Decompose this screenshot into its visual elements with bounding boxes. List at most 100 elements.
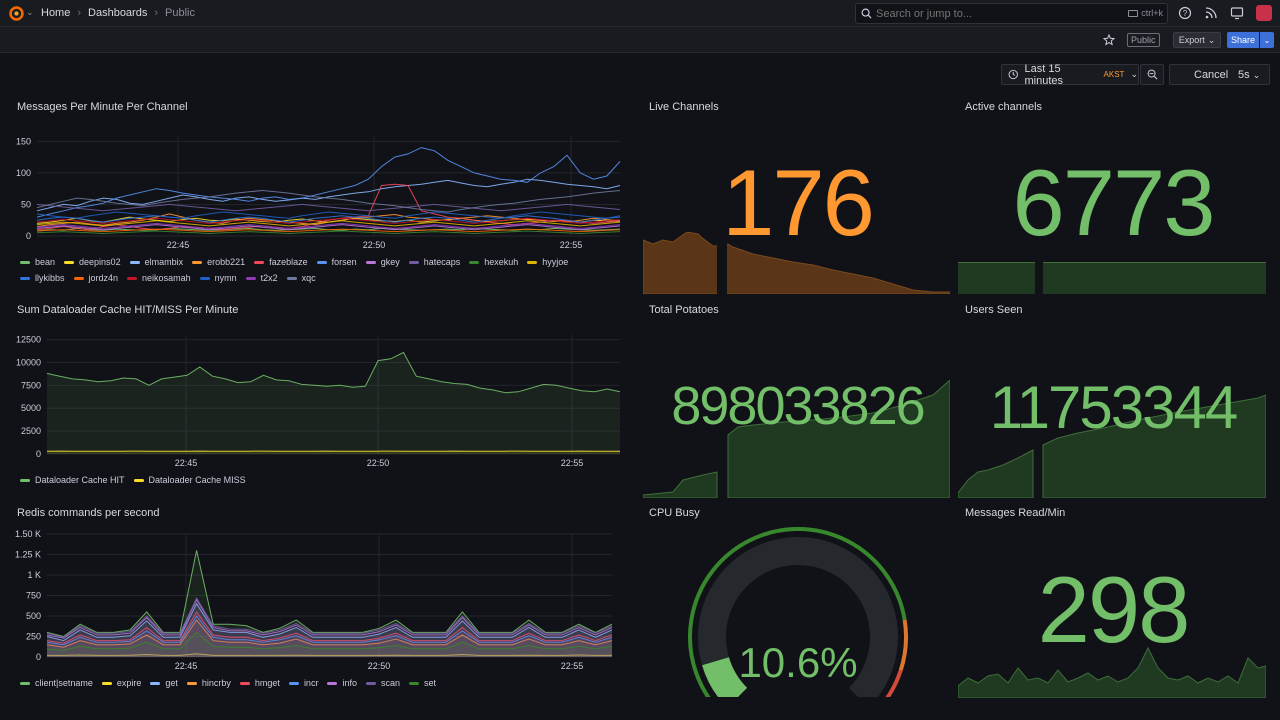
mega-menu-chevron-icon[interactable]: ⌄ — [26, 7, 34, 17]
series-area-info — [47, 599, 612, 657]
series-line-client|setname[interactable] — [46, 550, 613, 638]
legend-item-neikosamah[interactable]: neikosamah — [127, 273, 191, 283]
share-dropdown-chevron-icon[interactable]: ⌄ — [1260, 32, 1274, 48]
legend-item-forsen[interactable]: forsen — [316, 257, 357, 267]
legend-item-scan[interactable]: scan — [365, 678, 400, 688]
x-tick-label: 22:45 — [175, 458, 198, 468]
legend-label: gkey — [380, 257, 400, 267]
breadcrumb-home[interactable]: Home — [41, 7, 71, 19]
refresh-interval-select[interactable]: 5s ⌄ — [1238, 69, 1260, 81]
legend-item-nymn[interactable]: nymn — [199, 273, 237, 283]
search-bar[interactable]: ctrl+k — [855, 3, 1168, 24]
export-button[interactable]: Export ⌄ — [1173, 32, 1221, 48]
grafana-logo-icon[interactable] — [8, 5, 25, 22]
legend-item-info[interactable]: info — [327, 678, 357, 688]
y-tick-label: 10000 — [16, 357, 41, 367]
legend-item-get[interactable]: get — [150, 678, 178, 688]
series-line-set[interactable] — [46, 631, 613, 651]
panel-title-cache: Sum Dataloader Cache HIT/MISS Per Minute — [17, 304, 239, 316]
legend-item-llykibbs[interactable]: llykibbs — [20, 273, 65, 283]
cache-hit-miss-chart[interactable]: 0 2500 5000 7500 10000 12500 22:45 22:50 22:55 — [0, 327, 640, 475]
legend-label: jordz4n — [88, 273, 119, 283]
legend-item-incr[interactable]: incr — [288, 678, 318, 688]
panel-title-messages-read: Messages Read/Min — [965, 507, 1066, 519]
legend-item-t2x2[interactable]: t2x2 — [245, 273, 278, 283]
series-line-info[interactable] — [46, 598, 613, 639]
time-range-picker[interactable]: Last 15 minutes AKST ⌄ — [1001, 63, 1139, 87]
series-line-Dataloader Cache HIT[interactable] — [46, 351, 621, 394]
legend-item-deepins02[interactable]: deepins02 — [64, 257, 121, 267]
series-line-xqc[interactable] — [36, 189, 621, 213]
cache-legend: Dataloader Cache HIT Dataloader Cache MIS… — [20, 475, 620, 485]
share-button[interactable]: Share — [1227, 32, 1259, 48]
legend-item-jordz4n[interactable]: jordz4n — [73, 273, 119, 283]
series-line-scan[interactable] — [46, 596, 613, 638]
legend-label: llykibbs — [35, 273, 65, 283]
cancel-button[interactable]: Cancel — [1194, 69, 1229, 81]
series-line-expire[interactable] — [47, 653, 612, 656]
series-line-hexekuh[interactable] — [36, 230, 621, 235]
legend-item-hmget[interactable]: hmget — [239, 678, 280, 688]
panel-title-active-channels: Active channels — [965, 101, 1043, 113]
legend-item-xqc[interactable]: xqc — [286, 273, 316, 283]
legend-item-gkey[interactable]: gkey — [365, 257, 400, 267]
legend-item-fazeblaze[interactable]: fazeblaze — [254, 257, 308, 267]
series-line-llykibbs[interactable] — [36, 215, 621, 223]
legend-item-expire[interactable]: expire — [101, 678, 141, 688]
help-icon[interactable]: ? — [1178, 6, 1192, 20]
y-tick-label: 250 — [26, 632, 41, 642]
legend-item-Dataloader Cache HIT[interactable]: Dataloader Cache HIT — [20, 475, 125, 485]
series-line-get[interactable] — [46, 602, 613, 642]
legend-swatch — [286, 276, 297, 280]
zoom-out-button[interactable] — [1140, 64, 1164, 85]
series-line-forsen[interactable] — [36, 147, 621, 218]
rss-news-icon[interactable] — [1204, 6, 1218, 20]
legend-label: Dataloader Cache MISS — [148, 475, 246, 485]
legend-item-hincrby[interactable]: hincrby — [186, 678, 231, 688]
series-line-elmambix[interactable] — [36, 178, 621, 212]
series-line-hmget[interactable] — [46, 610, 613, 644]
kiosk-monitor-icon[interactable] — [1230, 6, 1244, 20]
series-line-t2x2[interactable] — [36, 222, 621, 229]
series-line-jordz4n[interactable] — [36, 228, 621, 233]
legend-item-hexekuh[interactable]: hexekuh — [469, 257, 518, 267]
panel-title-total-potatoes: Total Potatoes — [649, 304, 719, 316]
panel-title-redis: Redis commands per second — [17, 507, 160, 519]
gauge-threshold-green — [688, 527, 907, 697]
legend-label: client|setname — [35, 678, 93, 688]
legend-label: erobb221 — [207, 257, 246, 267]
series-line-incr[interactable] — [46, 615, 613, 646]
messages-per-minute-chart[interactable]: 0 50 100 150 22:45 22:50 22:55 — [0, 125, 640, 253]
y-tick-label: 7500 — [21, 380, 41, 390]
x-tick-label: 22:45 — [167, 240, 190, 250]
panel-title-live-channels: Live Channels — [649, 101, 719, 113]
legend-item-hatecaps[interactable]: hatecaps — [408, 257, 460, 267]
legend-item-set[interactable]: set — [408, 678, 436, 688]
legend-item-elmambix[interactable]: elmambix — [129, 257, 183, 267]
redis-commands-chart[interactable]: 0 250 500 750 1 K 1.25 K 1.50 K 22:45 22:50 22:55 — [0, 527, 640, 675]
series-line-hincrby[interactable] — [46, 619, 613, 648]
legend-swatch — [133, 478, 144, 482]
user-avatar[interactable] — [1256, 5, 1272, 21]
legend-item-erobb221[interactable]: erobb221 — [192, 257, 245, 267]
legend-swatch — [150, 681, 161, 685]
breadcrumb-dashboards[interactable]: Dashboards — [88, 7, 148, 19]
star-favorite-icon[interactable] — [1103, 34, 1115, 46]
series-line-hyyjoe[interactable] — [36, 220, 621, 227]
legend-item-client|setname[interactable]: client|setname — [20, 678, 93, 688]
series-line-nymn[interactable] — [36, 211, 621, 219]
legend-label: neikosamah — [142, 273, 191, 283]
redis-legend: client|setname expire get hincrby hmget incr i… — [20, 678, 620, 688]
legend-item-hyyjoe[interactable]: hyyjoe — [527, 257, 568, 267]
gauge-threshold-red — [885, 669, 903, 697]
x-tick-label: 22:45 — [175, 661, 198, 671]
messages-read-sparkline — [958, 646, 1266, 698]
search-input[interactable] — [876, 7, 1116, 20]
series-line-hatecaps[interactable] — [36, 203, 621, 212]
legend-item-bean[interactable]: bean — [20, 257, 55, 267]
series-line-gkey[interactable] — [36, 224, 621, 231]
legend-label: hyyjoe — [542, 257, 569, 267]
legend-item-Dataloader Cache MISS[interactable]: Dataloader Cache MISS — [133, 475, 246, 485]
y-tick-label: 5000 — [21, 403, 41, 413]
series-line-neikosamah[interactable] — [36, 217, 621, 224]
